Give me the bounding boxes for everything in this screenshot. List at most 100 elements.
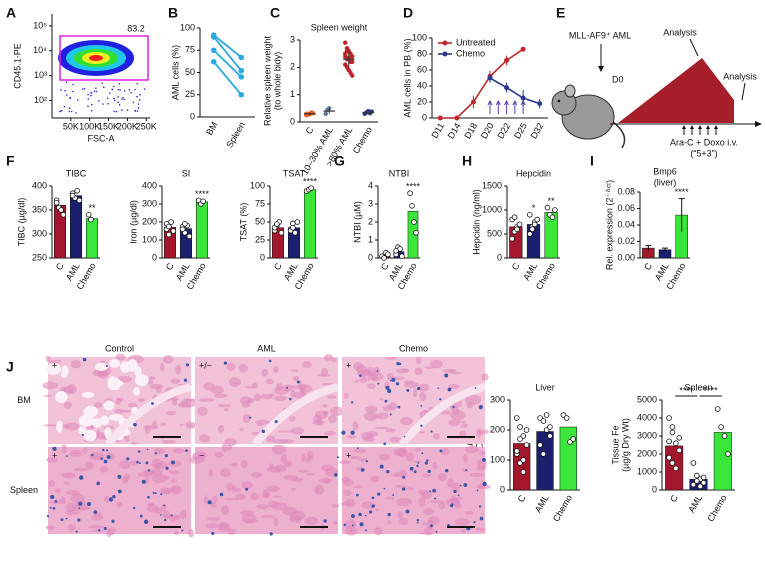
y-tick-label: 1000: [482, 204, 502, 214]
tissue-spot: [103, 495, 111, 503]
iron-stain: [117, 474, 122, 479]
tissue-spot: [414, 447, 421, 452]
gate-label: 83.2: [127, 23, 145, 33]
iron-stain: [383, 442, 387, 446]
y-tick-label: 0: [290, 116, 295, 126]
x-tick-label: Chemo: [705, 493, 728, 523]
point: [543, 412, 550, 418]
tissue-spot: [476, 465, 487, 471]
fat-cell: [108, 414, 124, 421]
significance: ****: [195, 189, 210, 199]
tissue-spot: [274, 386, 289, 395]
event-dot: [93, 90, 96, 92]
legend-dot: [442, 40, 448, 46]
comparison-label: ****: [704, 385, 719, 395]
iron-stain: [249, 416, 252, 419]
tissue-spot: [223, 408, 229, 412]
tissue-spot: [241, 460, 248, 469]
iron-stain: [170, 514, 173, 517]
fat-cell: [83, 429, 97, 442]
tissue-spot: [475, 527, 487, 532]
tissue-spot: [439, 410, 452, 415]
y-tick-label: 80: [417, 48, 427, 58]
tissue-spot: [253, 393, 262, 402]
event-dot: [91, 103, 93, 106]
day-label: D0: [612, 74, 624, 84]
tissue-spot: [365, 378, 371, 381]
event-dot: [128, 88, 131, 91]
point: [511, 214, 518, 221]
tissue-spot: [395, 484, 408, 489]
tissue-spot: [266, 466, 282, 473]
tissue-spot: [46, 457, 59, 463]
dose-arrow-head: [690, 125, 694, 129]
iron-stain: [78, 507, 81, 510]
iron-stain: [351, 514, 355, 519]
x-tick-label: BM: [204, 120, 219, 137]
event-dot: [123, 98, 125, 101]
iron-stain: [377, 382, 380, 385]
iron-stain: [429, 524, 433, 528]
iron-stain: [417, 461, 420, 464]
fat-cell: [77, 426, 87, 435]
tissue-spot: [445, 498, 461, 506]
series-line: [489, 77, 540, 105]
event-dot: [118, 104, 121, 106]
treatment-label: (“5+3”): [690, 148, 717, 158]
panel-letter: D: [403, 5, 413, 21]
event-dot: [112, 85, 115, 88]
tissue-spot: [427, 519, 434, 530]
y-tick-label: 50: [185, 67, 195, 77]
tissue-spot: [399, 518, 409, 526]
chart-title: TSAT: [283, 168, 306, 178]
significance: **: [88, 203, 96, 213]
iron-stain: [126, 457, 130, 461]
tissue-spot: [462, 453, 468, 463]
bone: [398, 383, 486, 447]
tissue-spot: [68, 452, 83, 457]
y-tick-label: 200: [490, 424, 505, 434]
iron-stain: [395, 382, 400, 386]
tissue-spot: [340, 501, 352, 507]
fat-cell: [91, 418, 103, 428]
iron-stain: [49, 506, 52, 509]
y-axis-label: AML cells in PB (%): [402, 38, 412, 117]
tissue-spot: [374, 426, 389, 430]
disease-wedge: [618, 58, 734, 123]
tissue-spot: [130, 442, 139, 445]
iron-stain: [334, 473, 338, 477]
tissue-spot: [460, 423, 468, 429]
iron-stain: [341, 430, 346, 435]
point: [411, 219, 417, 225]
tissue-spot: [208, 469, 214, 478]
point: [166, 231, 172, 238]
panel-letter: B: [168, 5, 178, 21]
event-dot: [121, 109, 123, 111]
point: [540, 418, 547, 424]
y-tick-label: 300: [32, 228, 47, 238]
iron-stain: [274, 420, 278, 424]
y-tick-label: 4: [368, 180, 373, 190]
chart-title: Spleen: [684, 382, 712, 392]
iron-stain: [52, 507, 56, 510]
point: [413, 230, 419, 236]
mouse-tail: [612, 121, 626, 149]
iron-stain: [383, 487, 386, 490]
iron-stain: [351, 524, 354, 527]
iron-stain: [435, 530, 438, 533]
tissue-spot: [314, 487, 320, 494]
iron-stain: [106, 449, 109, 452]
tissue-spot: [374, 508, 380, 512]
tissue-spot: [419, 431, 425, 434]
tissue-spot: [322, 404, 328, 408]
iron-stain: [54, 500, 58, 503]
iron-stain: [185, 363, 190, 367]
iron-stain: [450, 504, 454, 508]
y-tick-label: 0.08: [617, 186, 635, 196]
tissue-spot: [324, 353, 334, 362]
event-dot: [118, 82, 121, 85]
dose-arrow-head: [714, 125, 718, 129]
x-tick-label: 50K: [63, 121, 79, 131]
treatment-arrow-head: [487, 99, 493, 106]
iron-grade: +: [52, 450, 57, 460]
